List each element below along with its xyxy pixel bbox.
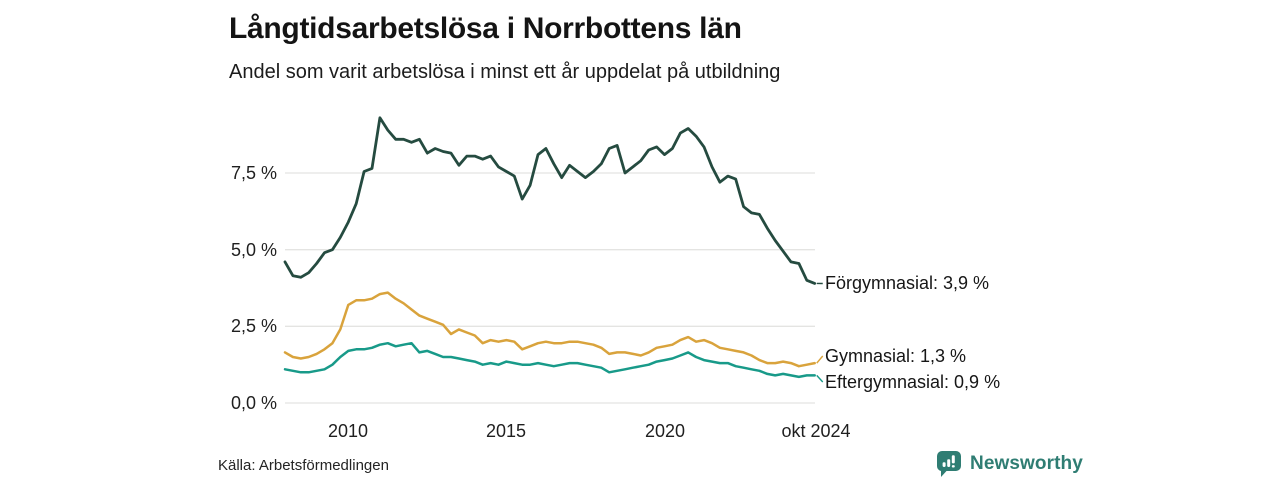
series-line-gymnasial (283, 291, 816, 368)
chart-subtitle: Andel som varit arbetslösa i minst ett å… (229, 61, 781, 83)
x-tick-label-2015: 2015 (485, 421, 527, 441)
newsworthy-wordmark: Newsworthy (970, 453, 1083, 474)
series-label-eftergymnasial: Eftergymnasial: 0,9 % (825, 372, 1001, 392)
series-line-frgymnasial (283, 116, 817, 285)
x-tick-label-2020: 2020 (644, 421, 686, 441)
source-note: Källa: Arbetsförmedlingen (218, 457, 389, 474)
y-tick-label-2-5: 2,5 % (230, 316, 277, 336)
x-tick-label-okt-2024: okt 2024 (781, 421, 851, 441)
y-tick-label-0-0: 0,0 % (230, 393, 277, 413)
chart-title: Långtidsarbetslösa i Norrbottens län (229, 12, 742, 45)
newsworthy-speech-bubble-chart-icon (936, 450, 962, 478)
y-tick-label-7-5: 7,5 % (230, 163, 277, 183)
y-tick-label-5-0: 5,0 % (230, 240, 277, 260)
newsworthy-logo: Newsworthy (936, 450, 1083, 478)
series-line-eftergymnasial (283, 341, 816, 379)
series-label-forgymnasial: Förgymnasial: 3,9 % (825, 273, 990, 293)
series-label-gymnasial: Gymnasial: 1,3 % (825, 346, 967, 366)
x-tick-label-2010: 2010 (327, 421, 369, 441)
label-connector (816, 374, 824, 383)
label-connector (816, 355, 824, 364)
